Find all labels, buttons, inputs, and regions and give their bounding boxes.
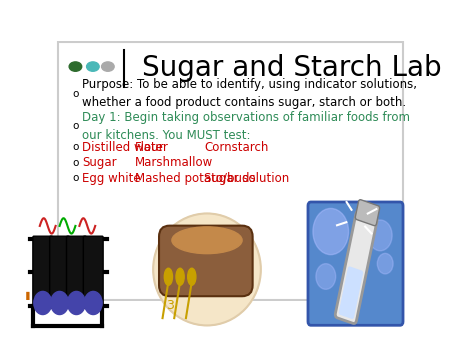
Text: 3: 3	[166, 299, 174, 312]
Text: o: o	[72, 173, 79, 184]
Text: Flour: Flour	[135, 141, 164, 154]
Circle shape	[51, 291, 68, 315]
Circle shape	[377, 254, 393, 274]
Circle shape	[68, 291, 86, 315]
FancyBboxPatch shape	[67, 236, 86, 308]
Circle shape	[86, 62, 99, 71]
Text: Distilled water: Distilled water	[82, 141, 168, 154]
Text: o: o	[72, 158, 79, 168]
Text: Sugar and Starch Lab: Sugar and Starch Lab	[142, 54, 441, 82]
Circle shape	[34, 291, 52, 315]
FancyBboxPatch shape	[159, 226, 252, 296]
Text: Mashed potato/buds: Mashed potato/buds	[135, 172, 255, 185]
Circle shape	[84, 291, 102, 315]
Text: o: o	[72, 121, 79, 131]
Text: Sugar solution: Sugar solution	[204, 172, 290, 185]
Ellipse shape	[172, 227, 242, 254]
Circle shape	[69, 62, 82, 71]
Circle shape	[102, 62, 114, 71]
FancyBboxPatch shape	[83, 236, 103, 308]
Circle shape	[316, 264, 336, 289]
Ellipse shape	[164, 268, 172, 285]
Text: Sugar: Sugar	[82, 156, 117, 169]
FancyBboxPatch shape	[33, 236, 53, 308]
Text: Egg white: Egg white	[82, 172, 141, 185]
Text: Marshmallow: Marshmallow	[135, 156, 213, 169]
Text: Cornstarch: Cornstarch	[204, 141, 269, 154]
FancyBboxPatch shape	[335, 211, 377, 323]
FancyBboxPatch shape	[356, 200, 380, 226]
Text: Day 1: Begin taking observations of familiar foods from
our kitchens. You MUST t: Day 1: Begin taking observations of fami…	[82, 111, 410, 142]
Circle shape	[313, 209, 349, 255]
Text: Purpose: To be able to identify, using indicator solutions,
whether a food produ: Purpose: To be able to identify, using i…	[82, 78, 418, 110]
Circle shape	[369, 220, 392, 251]
Circle shape	[153, 214, 261, 325]
Ellipse shape	[176, 268, 184, 285]
FancyBboxPatch shape	[50, 236, 69, 308]
Text: o: o	[72, 142, 79, 152]
FancyBboxPatch shape	[339, 266, 363, 319]
Text: ▐: ▐	[23, 291, 29, 300]
Text: o: o	[72, 89, 79, 99]
Ellipse shape	[188, 268, 196, 285]
FancyBboxPatch shape	[308, 202, 403, 325]
